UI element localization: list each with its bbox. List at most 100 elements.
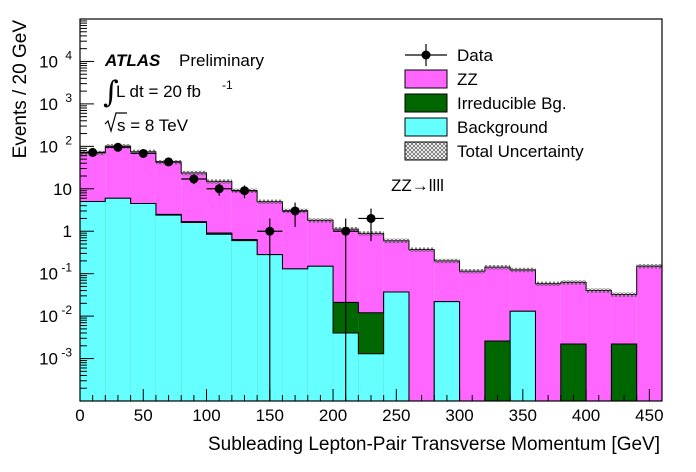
data-point-0 — [80, 147, 106, 157]
data-marker-5 — [214, 184, 224, 194]
histogram-bars — [80, 145, 662, 401]
sqrt-s-label: s = 8 TeV — [117, 116, 189, 135]
preliminary-label: Preliminary — [179, 51, 265, 70]
integral-sign: ∫ — [103, 75, 119, 110]
uncertainty-bin-5 — [206, 179, 232, 184]
data-marker-8 — [290, 206, 300, 216]
data-marker-9 — [341, 226, 351, 236]
bar-background-1 — [105, 198, 131, 401]
bar-irreducible-bg--19 — [560, 344, 587, 401]
legend-label-4: Total Uncertainty — [457, 142, 584, 161]
x-tick-label-250: 250 — [382, 406, 410, 425]
bar-irreducible-bg--21 — [611, 344, 637, 401]
y-tick-exp-7: 4 — [65, 48, 72, 62]
bar-background-6 — [231, 240, 258, 401]
uncertainty-bin-21 — [611, 292, 637, 297]
y-axis-title: Events / 20 GeV — [10, 20, 31, 159]
uncertainty-bin-14 — [434, 258, 460, 264]
uncertainty-bin-4 — [181, 170, 207, 176]
legend-swatch-2 — [404, 93, 448, 113]
uncertainty-bin-9 — [307, 218, 334, 223]
uncertainty-bin-19 — [560, 280, 587, 285]
uncertainty-bin-17 — [510, 267, 536, 273]
data-point-8 — [282, 202, 308, 227]
y-tick-exp-0: -3 — [61, 346, 72, 360]
outline-irreducible-bg- — [80, 197, 662, 401]
bar-background-3 — [155, 215, 182, 401]
data-marker-4 — [189, 174, 199, 184]
bar-zz-20 — [586, 290, 612, 401]
x-tick-label-150: 150 — [256, 406, 284, 425]
y-tick-exp-2: -1 — [61, 261, 72, 275]
x-tick-label-100: 100 — [192, 406, 220, 425]
legend-item-4: Total Uncertainty — [404, 141, 584, 161]
x-tick-label-450: 450 — [635, 406, 663, 425]
bar-background-8 — [282, 268, 308, 401]
data-marker-7 — [265, 226, 275, 236]
data-point-4 — [181, 174, 207, 185]
uncertainty-bin-16 — [484, 265, 511, 270]
x-tick-label-350: 350 — [509, 406, 537, 425]
bar-zz-22 — [636, 266, 662, 401]
y-tick-label-5: 10 — [39, 137, 58, 156]
uncertainty-bin-7 — [257, 199, 283, 204]
data-point-6 — [231, 185, 258, 199]
data-marker-3 — [164, 157, 174, 167]
y-tick-label-7: 10 — [39, 52, 58, 71]
uncertainty-bin-13 — [408, 247, 435, 252]
bar-background-11 — [358, 353, 384, 401]
x-axis: 0 50 100 150 200 250 300 350 400 450 — [75, 389, 664, 425]
bar-background-12 — [383, 291, 409, 401]
data-point-5 — [206, 183, 232, 196]
data-marker-1 — [113, 142, 123, 152]
y-tick-label-4: 10 — [53, 180, 72, 199]
bar-background-14 — [434, 301, 460, 401]
legend-label-3: Background — [457, 118, 548, 137]
bar-zz-18 — [535, 283, 561, 401]
x-axis-title: Subleading Lepton-Pair Transverse Moment… — [208, 434, 660, 455]
uncertainty-bin-22 — [636, 264, 662, 269]
y-tick-label-6: 10 — [39, 95, 58, 114]
legend: Data ZZ Irreducible Bg. Background Total Unc… — [404, 44, 584, 161]
y-tick-label-3: 1 — [63, 222, 72, 241]
uncertainty-bin-12 — [383, 238, 409, 244]
bar-background-17 — [510, 311, 536, 401]
data-point-9 — [333, 218, 359, 401]
uncertainty-bin-15 — [459, 268, 485, 274]
legend-item-0: Data — [405, 44, 493, 66]
x-tick-label-50: 50 — [134, 406, 153, 425]
x-tick-label-300: 300 — [445, 406, 473, 425]
y-tick-exp-6: 3 — [65, 91, 72, 105]
legend-item-2: Irreducible Bg. — [404, 93, 567, 113]
legend-marker-dot — [421, 50, 431, 60]
data-marker-6 — [239, 186, 249, 196]
data-marker-2 — [138, 148, 148, 158]
x-tick-label-200: 200 — [319, 406, 347, 425]
bar-background-4 — [181, 222, 207, 401]
data-marker-0 — [88, 147, 98, 157]
process-label: ZZ→llll — [391, 176, 444, 195]
legend-swatch-3 — [404, 117, 448, 137]
lumi-exponent: -1 — [222, 78, 233, 92]
legend-swatch-4 — [404, 141, 448, 161]
legend-item-3: Background — [404, 117, 548, 137]
bar-background-5 — [206, 234, 232, 401]
uncertainty-bin-20 — [586, 288, 612, 293]
bar-irreducible-bg--16 — [484, 340, 511, 401]
x-tick-label-0: 0 — [75, 406, 84, 425]
y-tick-label-0: 10 — [39, 350, 58, 369]
bar-background-2 — [130, 203, 156, 401]
legend-label-0: Data — [457, 46, 493, 65]
legend-swatch-1 — [404, 69, 448, 89]
data-points — [80, 142, 384, 401]
sqrt-sign — [104, 112, 127, 134]
y-tick-exp-1: -2 — [61, 303, 72, 317]
outline-background — [80, 197, 662, 401]
y-tick-exp-5: 2 — [65, 133, 72, 147]
uncertainty-bin-18 — [535, 281, 561, 287]
bar-zz-15 — [459, 271, 485, 401]
data-point-10 — [358, 208, 384, 242]
bar-background-9 — [307, 266, 334, 401]
